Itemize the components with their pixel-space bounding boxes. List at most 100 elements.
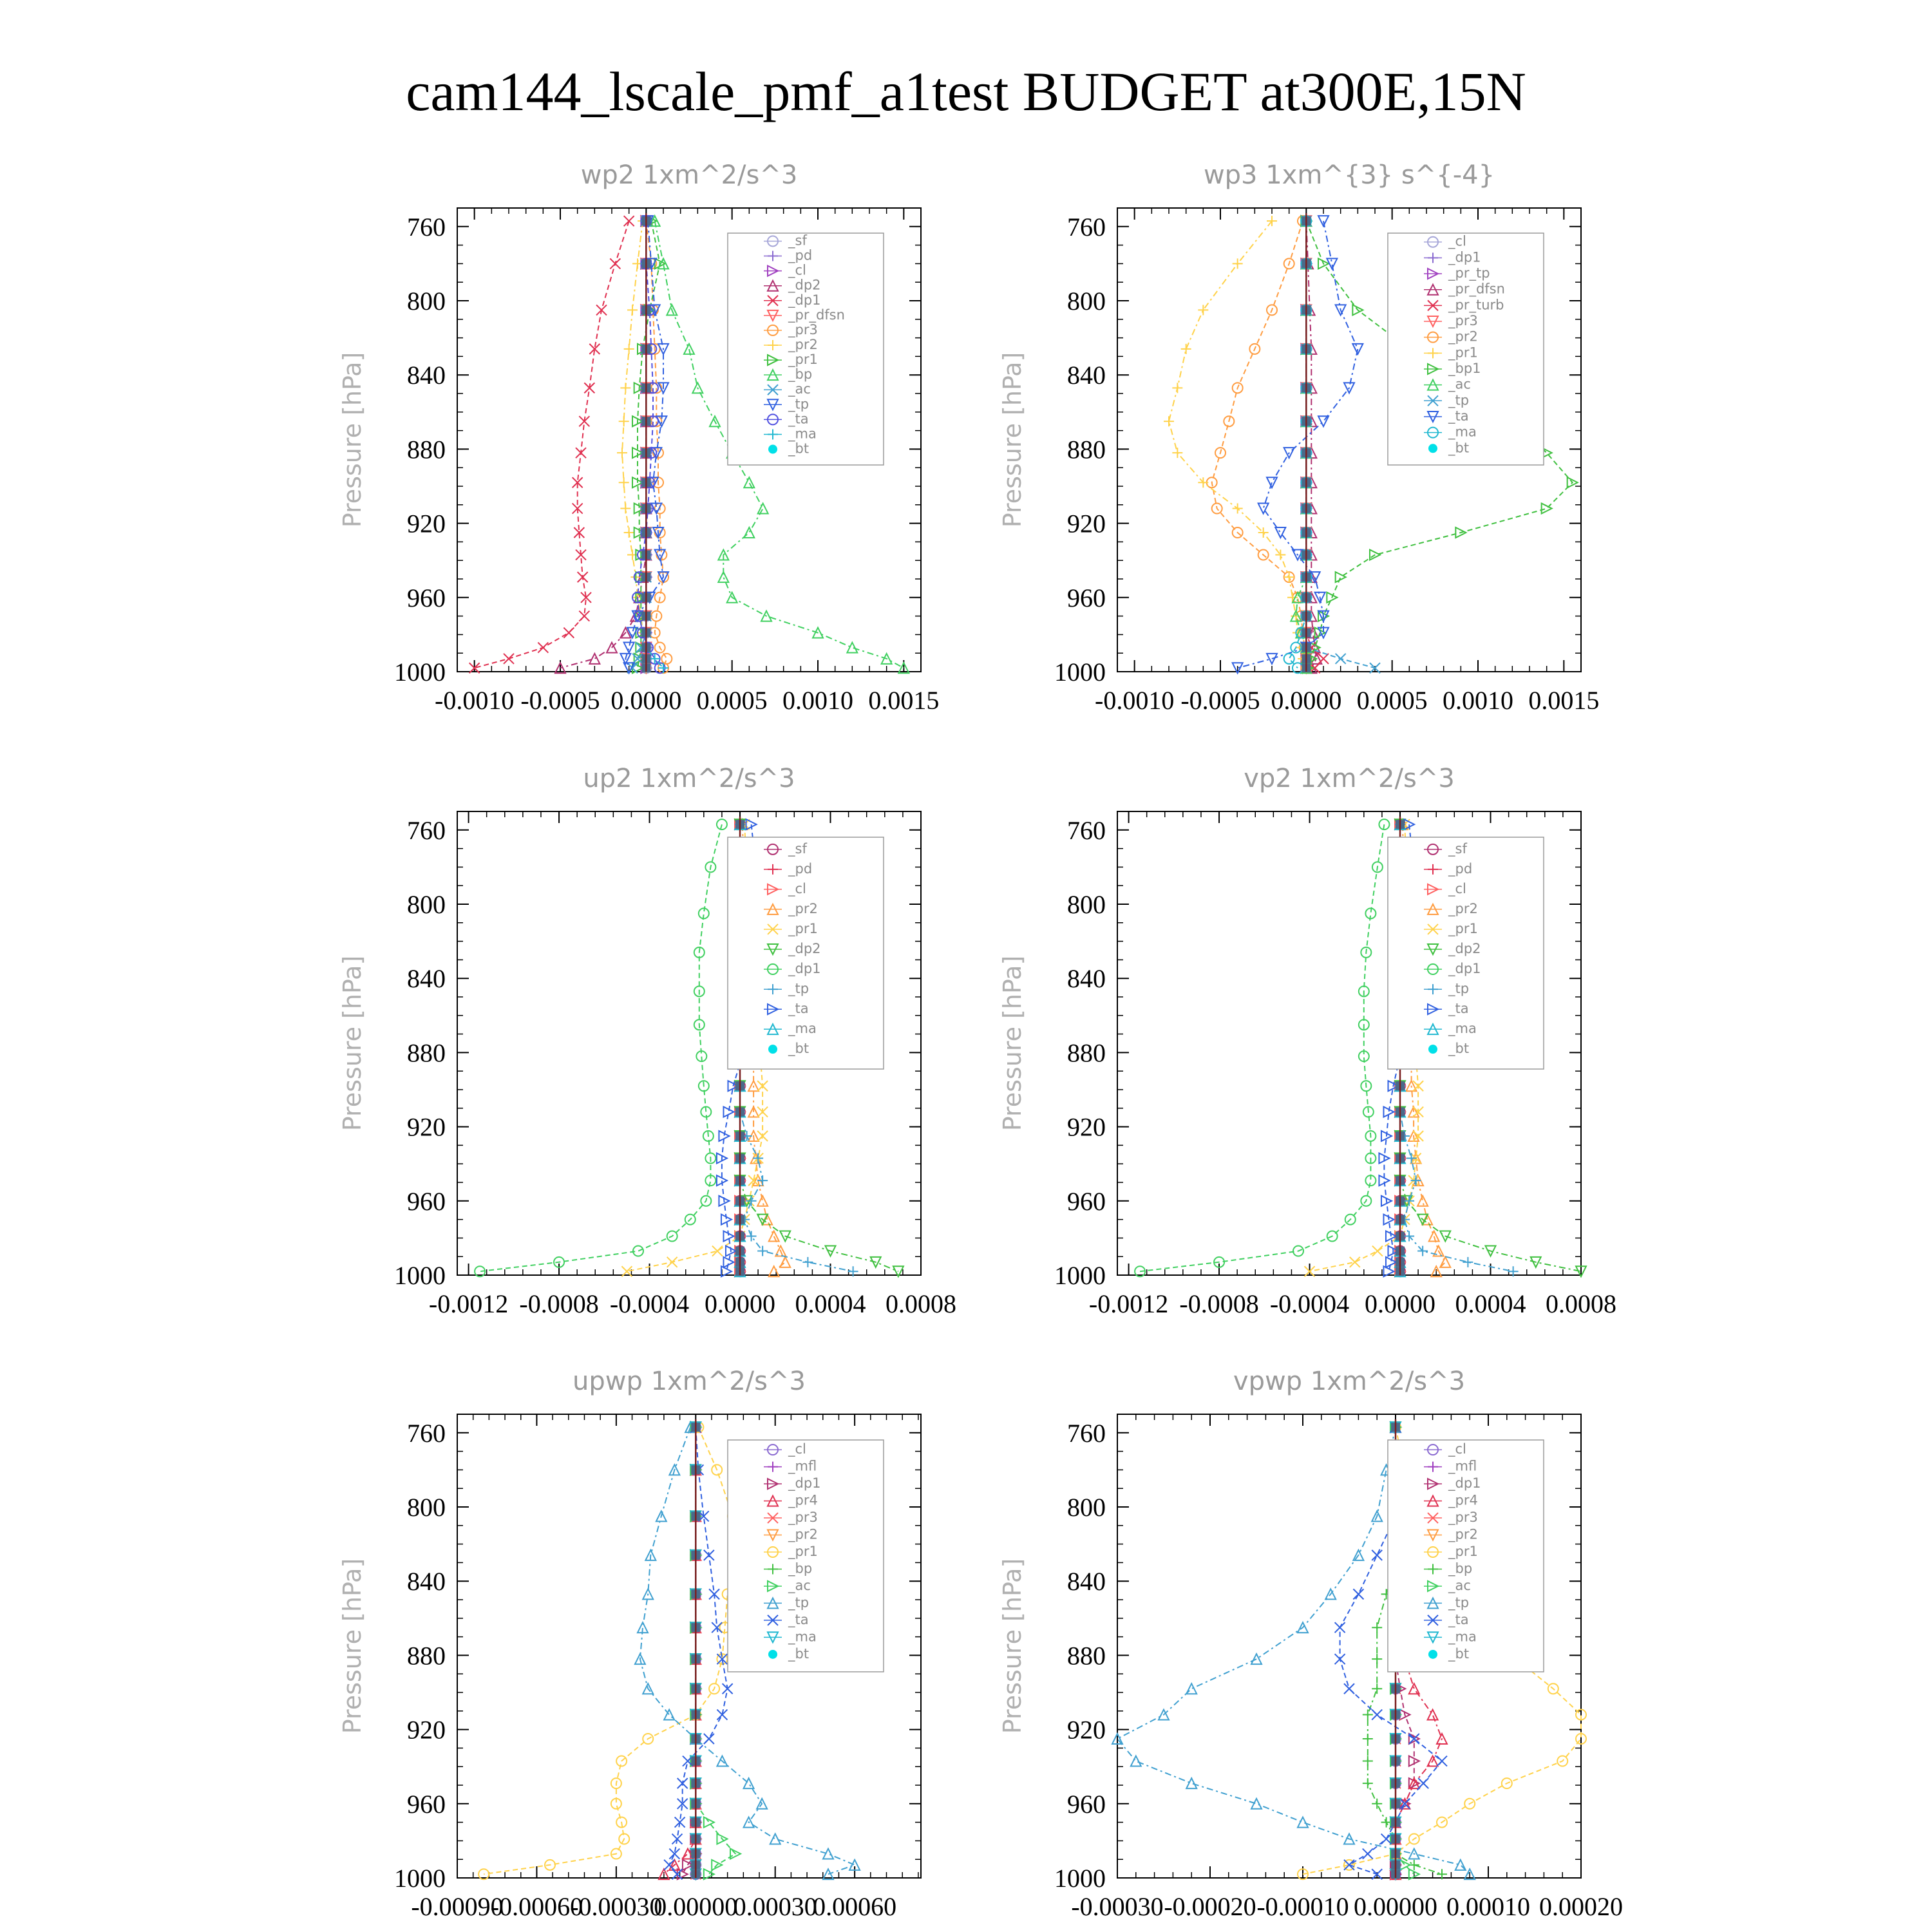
- legend-box: [727, 1439, 884, 1672]
- data-point: [697, 1080, 710, 1092]
- legend-marker: [766, 902, 779, 915]
- data-point: [1275, 549, 1286, 560]
- y-axis-label: Pressure [hPa]: [338, 1558, 366, 1734]
- x-tick-label: 0.0010: [1443, 686, 1513, 715]
- data-point: [1343, 382, 1356, 395]
- legend-marker: [1426, 1596, 1439, 1609]
- data-point: [1231, 527, 1244, 538]
- data-point: [1372, 1798, 1383, 1809]
- data-point: [1291, 549, 1304, 562]
- data-point: [1501, 1777, 1513, 1790]
- legend-entry: _bp: [788, 366, 812, 383]
- data-point: [633, 381, 646, 394]
- data-point: [655, 415, 668, 428]
- data-point: [634, 1652, 647, 1665]
- data-point: [610, 1848, 622, 1860]
- data-point: [663, 1859, 675, 1871]
- legend-marker: [768, 444, 777, 454]
- legend-entry: _dp1: [788, 961, 821, 977]
- data-point: [715, 819, 728, 831]
- series-pr4: [658, 1420, 702, 1880]
- series-dp1: [474, 819, 728, 1278]
- panel-2: up2 1xm^2/s^3 Pressure [hPa] 760 800 840 880 9…: [338, 764, 956, 1318]
- data-point: [578, 415, 591, 427]
- data-point: [693, 946, 705, 958]
- legend-marker: [1428, 444, 1437, 453]
- panel-3: vp2 1xm^2/s^3 Pressure [hPa] 760 800 840 880 9…: [998, 764, 1616, 1318]
- data-point: [619, 652, 632, 666]
- data-point: [1309, 662, 1321, 674]
- legend-marker: [768, 864, 778, 875]
- legend-marker: [767, 883, 780, 896]
- plot-frame: [457, 811, 922, 1276]
- legend-marker: [766, 1596, 779, 1609]
- legend-marker: [1428, 348, 1438, 359]
- data-point: [1408, 1733, 1420, 1745]
- legend-entry: _ac: [1448, 377, 1471, 393]
- legend-marker: [1427, 843, 1439, 855]
- data-point: [721, 1683, 734, 1694]
- y-tick-label: 800: [1067, 890, 1106, 919]
- legend-marker: [767, 384, 779, 395]
- data-point: [1372, 1245, 1383, 1257]
- legend-marker: [767, 235, 779, 247]
- data-point: [1283, 258, 1295, 270]
- data-point: [1291, 611, 1302, 621]
- data-point: [1362, 1778, 1373, 1789]
- data-point: [1378, 819, 1390, 831]
- legend-marker: [1426, 1022, 1439, 1036]
- data-point: [716, 1653, 728, 1665]
- data-point: [503, 653, 515, 665]
- x-tick-label: 0.0000: [611, 686, 681, 715]
- legend-entry: _dp2: [1448, 941, 1481, 957]
- data-point: [1265, 477, 1278, 489]
- legend-marker: [767, 843, 779, 855]
- data-point: [650, 502, 663, 515]
- data-point: [1267, 216, 1277, 227]
- data-point: [746, 1231, 757, 1242]
- y-tick-label: 840: [407, 361, 446, 390]
- legend-entry: _bp1: [1448, 361, 1481, 377]
- data-point: [1358, 1019, 1370, 1031]
- x-tick-label: 0.0000: [1365, 1289, 1435, 1318]
- legend-marker: [1427, 1477, 1440, 1490]
- legend-marker: [768, 340, 778, 350]
- data-point: [1352, 1588, 1365, 1600]
- data-point: [1352, 1548, 1365, 1561]
- y-tick-label: 840: [407, 1567, 446, 1596]
- data-point: [1387, 1079, 1400, 1092]
- data-point: [1349, 1256, 1361, 1268]
- data-point: [822, 1847, 835, 1860]
- data-point: [571, 477, 583, 488]
- data-point: [1372, 1654, 1383, 1665]
- data-point: [703, 1868, 716, 1880]
- data-point: [596, 304, 607, 316]
- data-point: [1309, 571, 1321, 584]
- data-point: [715, 1151, 729, 1165]
- legend-marker: [767, 413, 779, 426]
- y-tick-label: 800: [407, 287, 446, 316]
- legend-box: [727, 837, 884, 1070]
- legend-marker: [1426, 1494, 1439, 1507]
- y-tick-label: 760: [1067, 816, 1106, 845]
- x-tick-label: 0.0008: [886, 1289, 956, 1318]
- series-dp2: [554, 214, 652, 674]
- legend-marker: [768, 984, 778, 995]
- data-point: [691, 381, 704, 394]
- y-tick-label: 920: [1067, 1716, 1106, 1745]
- data-point: [635, 571, 648, 583]
- y-tick-label: 960: [1067, 1790, 1106, 1819]
- series-line: [1305, 221, 1376, 669]
- data-point: [880, 652, 893, 665]
- x-tick-label: -0.00030: [1071, 1892, 1163, 1921]
- data-point: [1362, 1734, 1373, 1744]
- x-tick-label: 0.0000: [705, 1289, 775, 1318]
- legend-marker: [1427, 363, 1440, 375]
- data-point: [1297, 1868, 1309, 1880]
- legend: _cl_dp1_pr_tp_pr_dfsn_pr_turb_pr3_pr2_pr…: [1387, 232, 1544, 466]
- legend-marker: [1428, 984, 1438, 995]
- series-line: [1237, 221, 1359, 669]
- x-tick-label: -0.00060: [491, 1892, 583, 1921]
- legend-marker: [1426, 410, 1439, 424]
- data-point: [1371, 1709, 1383, 1721]
